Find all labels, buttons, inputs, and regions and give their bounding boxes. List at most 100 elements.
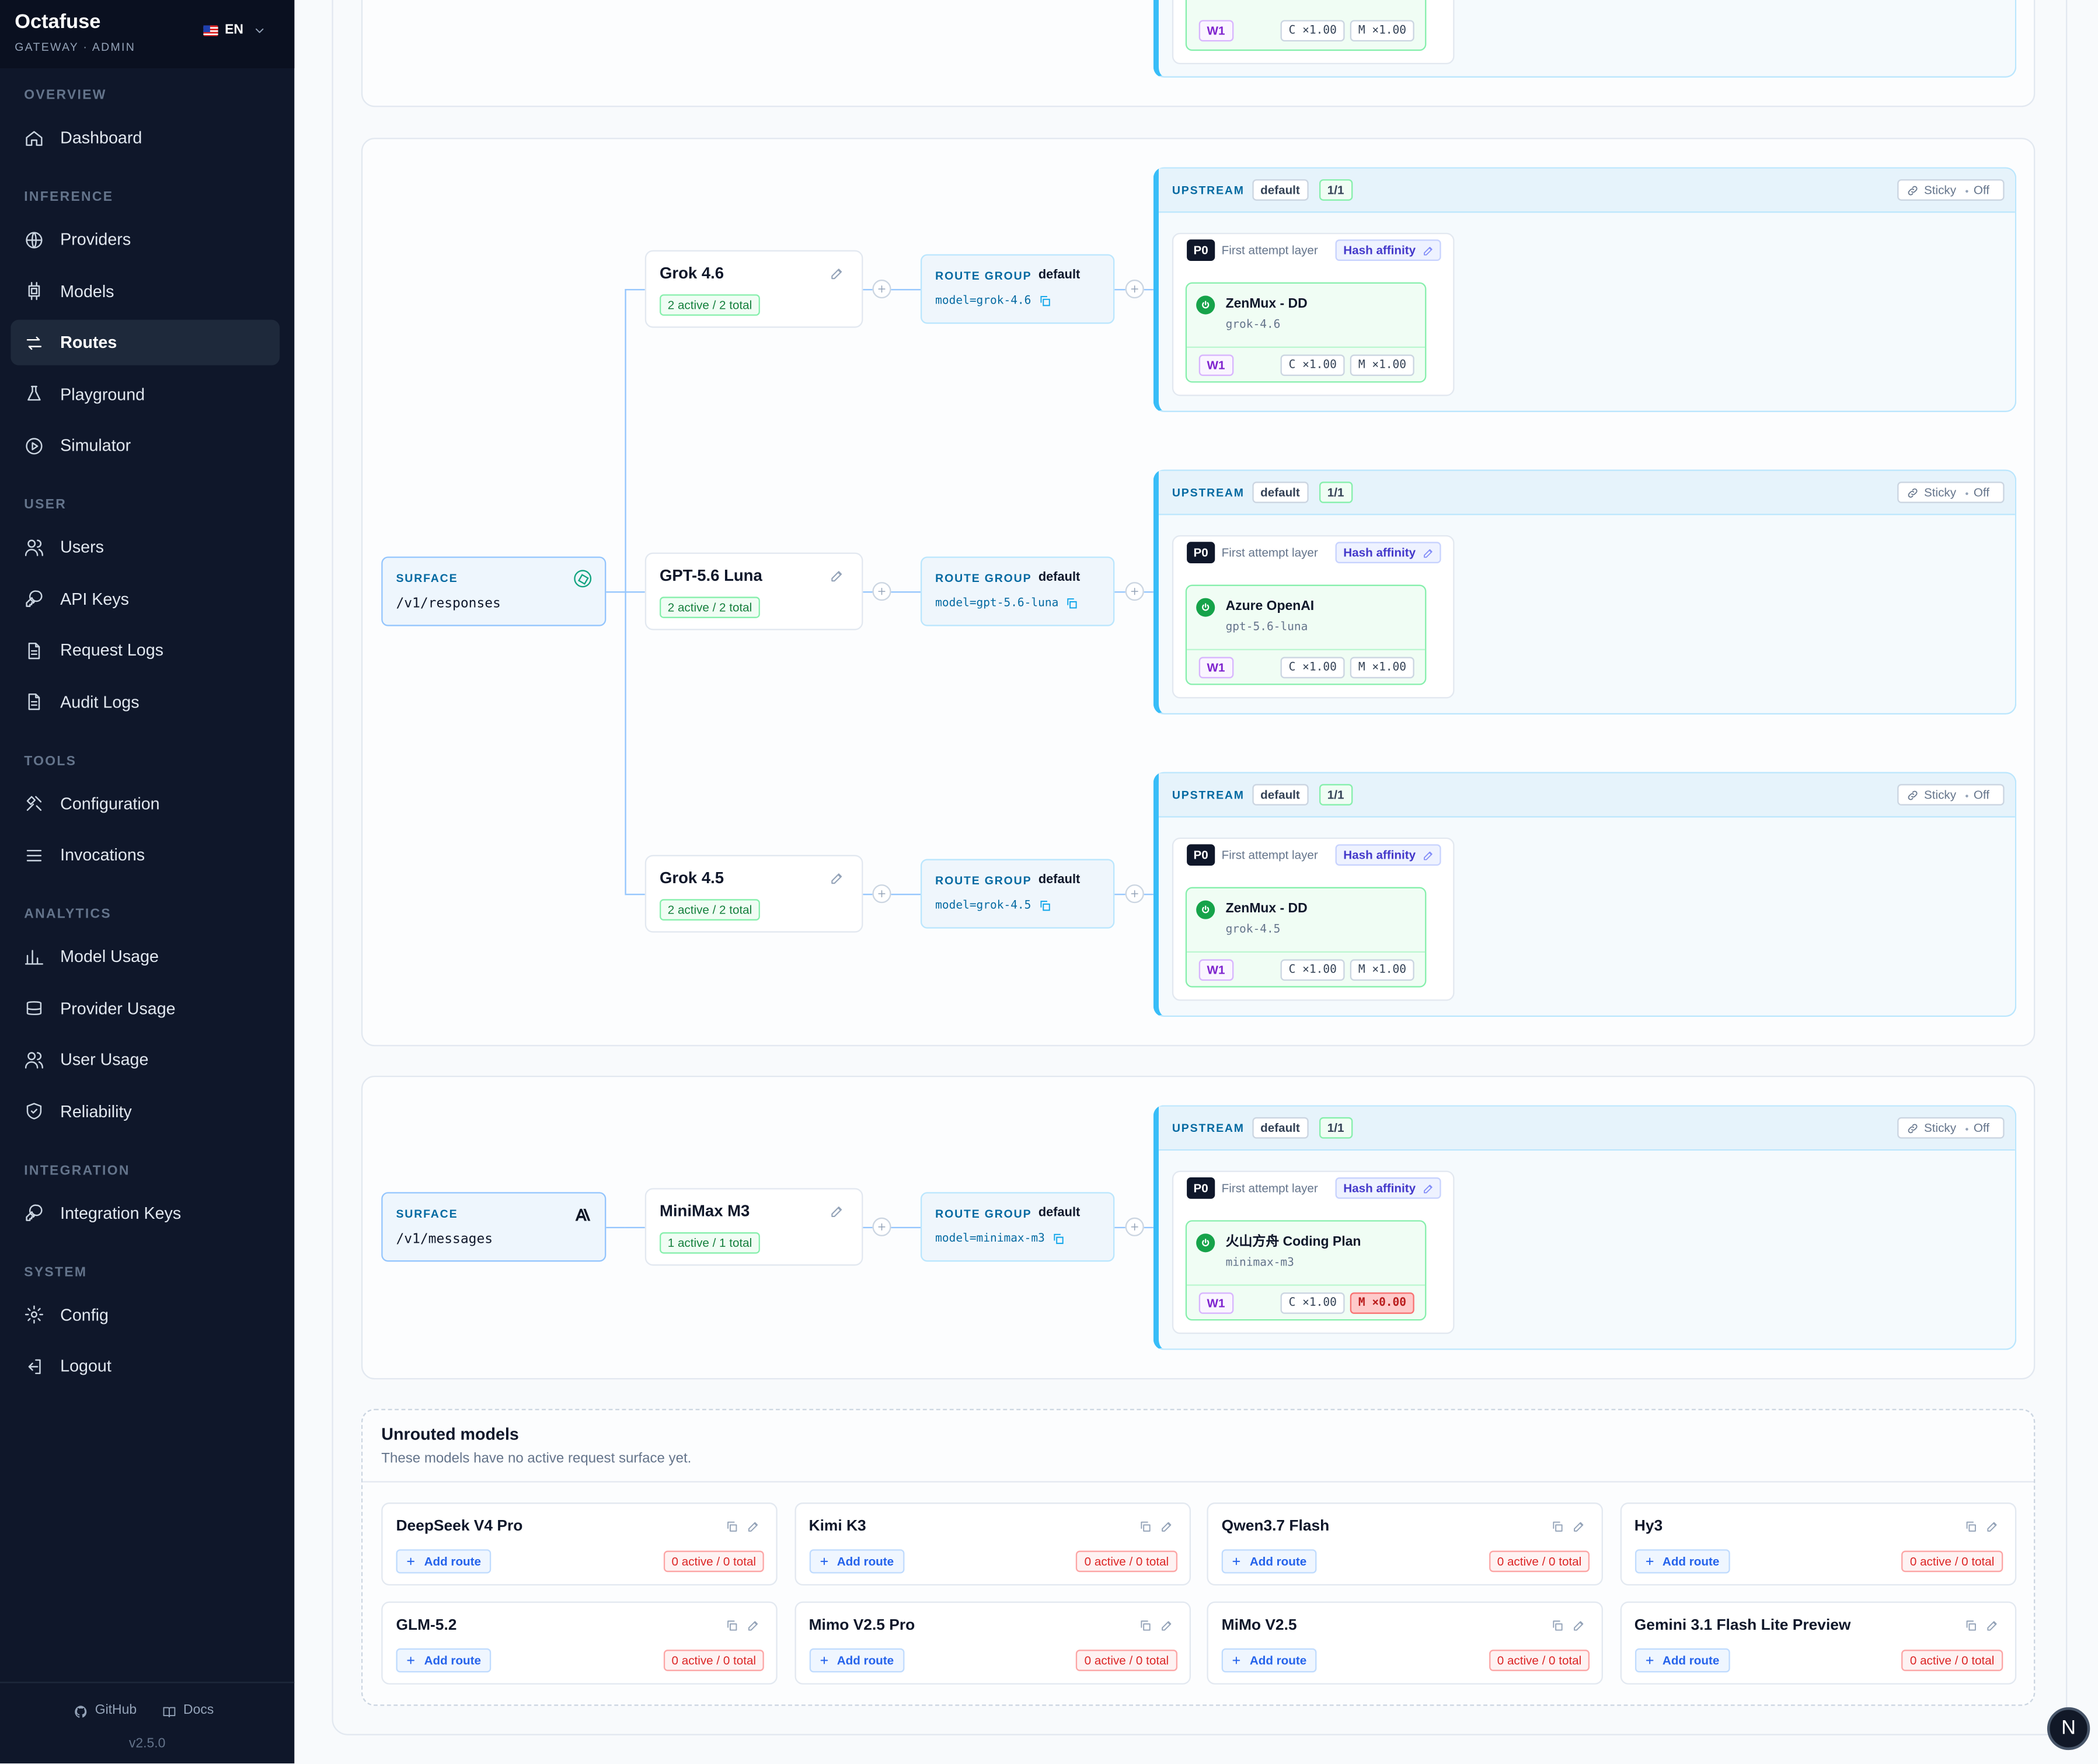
add-route-icon: [407, 1657, 414, 1664]
nav-item[interactable]: Playground: [60, 384, 145, 404]
strategy-edit[interactable]: [1423, 849, 1435, 861]
route-edit-shape: [831, 268, 842, 279]
copy-match-shape: [1067, 598, 1077, 609]
nav-icon: [25, 1051, 43, 1068]
status-icon-shape: [1202, 1239, 1210, 1247]
route-group-name: default: [1038, 267, 1081, 283]
footer-link[interactable]: Docs: [183, 1703, 214, 1718]
model-edit[interactable]: [747, 1520, 760, 1533]
strategy-edit[interactable]: [1423, 1182, 1435, 1194]
strategy[interactable]: Hash affinity: [1335, 844, 1441, 866]
model-edit-shape: [1160, 1522, 1171, 1532]
add-step[interactable]: [872, 1217, 891, 1236]
add-route-label: Add route: [1249, 1654, 1307, 1667]
model-copy[interactable]: [1551, 1619, 1564, 1632]
nav-item[interactable]: Model Usage: [60, 947, 159, 966]
sticky-icon: [1908, 790, 1918, 800]
copy-match[interactable]: [1038, 294, 1051, 308]
target-weight: W1: [1198, 20, 1233, 42]
route-edit[interactable]: [830, 1204, 844, 1218]
model-copy[interactable]: [1551, 1520, 1564, 1533]
model-edit[interactable]: [747, 1619, 760, 1632]
nav-item[interactable]: Routes: [60, 333, 117, 352]
nav-item[interactable]: Users: [60, 538, 104, 557]
route-group-name: default: [1038, 1205, 1081, 1221]
route-edit[interactable]: [830, 568, 844, 583]
nav-item[interactable]: Logout: [60, 1357, 111, 1376]
strategy[interactable]: Hash affinity: [1335, 1177, 1441, 1199]
surface-path: /v1/messages: [396, 1232, 493, 1247]
footer-link[interactable]: GitHub: [95, 1703, 137, 1718]
nav-item[interactable]: Configuration: [60, 794, 160, 813]
add-route-label: Add route: [1249, 1554, 1307, 1568]
nav-item[interactable]: Invocations: [60, 845, 145, 864]
nav-item[interactable]: Dashboard: [60, 128, 142, 148]
copy-match-shape: [1040, 296, 1050, 306]
model-edit[interactable]: [1572, 1520, 1585, 1533]
route-edit[interactable]: [830, 870, 844, 885]
target-divider: [1187, 649, 1426, 650]
target-divider: [1187, 951, 1426, 953]
model-status: 0 active / 0 total: [1489, 1650, 1590, 1671]
connector: [625, 590, 645, 592]
strategy[interactable]: Hash affinity: [1335, 542, 1441, 563]
nav-item[interactable]: User Usage: [60, 1050, 149, 1069]
model-edit[interactable]: [1159, 1619, 1173, 1632]
add-step[interactable]: [872, 884, 891, 904]
sticky-dot: [1965, 1127, 1968, 1130]
nav-item[interactable]: Providers: [60, 230, 131, 249]
sticky-icon-shape: [1908, 185, 1918, 195]
route-edit-shape: [831, 873, 842, 884]
nav-item[interactable]: Request Logs: [60, 640, 163, 660]
nav-icon-shape: [28, 1358, 41, 1373]
sticky-state: Off: [1973, 1121, 1989, 1135]
nav-item[interactable]: Integration Keys: [60, 1203, 182, 1222]
nav-icon: [26, 1103, 42, 1120]
route-edit[interactable]: [830, 266, 844, 280]
strategy[interactable]: Hash affinity: [1335, 239, 1441, 261]
surface-box: [381, 1192, 607, 1262]
language-chevron[interactable]: [253, 24, 266, 37]
nav-item[interactable]: Reliability: [60, 1101, 132, 1121]
model-edit[interactable]: [1159, 1520, 1173, 1533]
copy-match[interactable]: [1051, 1232, 1065, 1246]
strategy-edit[interactable]: [1423, 244, 1435, 256]
avatar[interactable]: N: [2047, 1707, 2090, 1751]
nav-item[interactable]: Models: [60, 281, 114, 301]
nav-item[interactable]: API Keys: [60, 589, 130, 608]
nav-item[interactable]: Simulator: [60, 436, 131, 455]
model-name: GLM-5.2: [396, 1617, 457, 1634]
model-status: 0 active / 0 total: [1076, 1550, 1177, 1573]
nav-icon: [28, 642, 40, 659]
strategy-edit[interactable]: [1423, 546, 1435, 559]
upstream-group: default: [1252, 179, 1308, 201]
copy-match[interactable]: [1038, 899, 1051, 912]
nav-item[interactable]: Audit Logs: [60, 692, 140, 712]
model-copy[interactable]: [1964, 1520, 1977, 1533]
priority: P0: [1187, 844, 1215, 866]
unrouted-subtitle: These models have no active request surf…: [381, 1450, 692, 1467]
nav-section: USER: [24, 497, 67, 513]
target-cost: C ×1.00: [1280, 1292, 1345, 1314]
model-copy[interactable]: [1964, 1619, 1977, 1632]
model-edit[interactable]: [1985, 1619, 1998, 1632]
nav-item[interactable]: Config: [60, 1305, 109, 1324]
brand-subtitle: GATEWAY · ADMIN: [15, 40, 136, 54]
route-match-row: model=grok-4.6: [935, 289, 1051, 313]
sticky-toggle[interactable]: [1897, 784, 2005, 806]
target-cost: C ×1.00: [1280, 657, 1345, 679]
model-edit[interactable]: [1572, 1619, 1585, 1632]
model-edit-shape: [748, 1621, 758, 1631]
copy-match[interactable]: [1065, 597, 1079, 610]
priority: P0: [1187, 1177, 1215, 1199]
language[interactable]: EN: [225, 22, 243, 38]
model-name: DeepSeek V4 Pro: [396, 1518, 523, 1535]
model-copy[interactable]: [1138, 1619, 1151, 1632]
add-route-button[interactable]: [1221, 1549, 1317, 1574]
route-group-box: [920, 859, 1115, 929]
model-copy[interactable]: [1138, 1520, 1151, 1533]
model-copy[interactable]: [725, 1619, 738, 1632]
model-copy[interactable]: [725, 1520, 738, 1533]
nav-item[interactable]: Provider Usage: [60, 999, 176, 1018]
model-edit[interactable]: [1985, 1520, 1998, 1533]
